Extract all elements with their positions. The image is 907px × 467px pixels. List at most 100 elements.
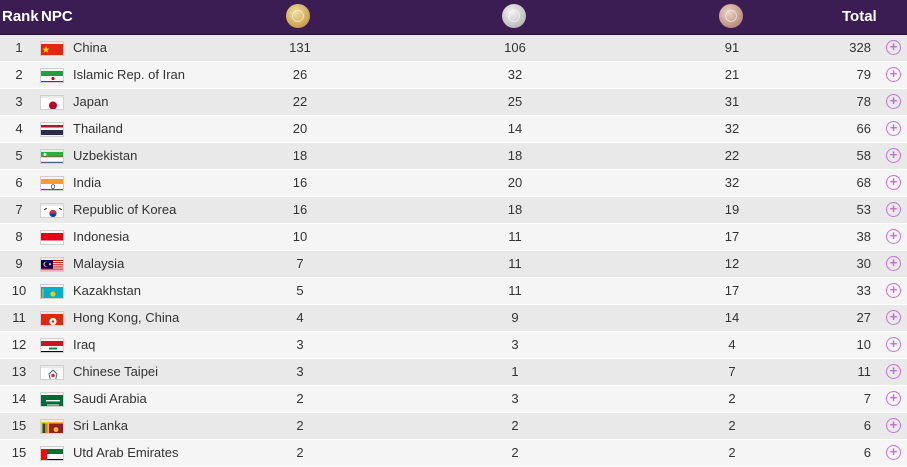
expand-row-icon[interactable]: + [886, 175, 901, 190]
silver-count: 9 [511, 310, 519, 325]
country-name: Kazakhstan [73, 283, 141, 298]
rank-cell: 2 [15, 67, 23, 82]
table-header: Rank NPC Total [0, 0, 907, 35]
total-count: 328 [849, 40, 871, 55]
bronze-count: 32 [724, 121, 740, 136]
table-row: 6 India 16 20 32 68 + [0, 170, 907, 197]
table-row: 13 Chinese Taipei 3 1 7 11 + [0, 359, 907, 386]
total-column-header: Total [842, 8, 877, 25]
expand-row-icon[interactable]: + [886, 364, 901, 379]
bronze-count: 7 [728, 364, 736, 379]
hong-kong-flag-icon [40, 311, 64, 326]
country-name: Iraq [73, 337, 96, 352]
rank-cell: 5 [15, 148, 23, 163]
gold-count: 16 [292, 202, 308, 217]
total-count: 6 [863, 445, 871, 460]
expand-row-icon[interactable]: + [886, 202, 901, 217]
total-count: 66 [856, 121, 871, 136]
table-row: 7 Republic of Korea 16 18 19 53 + [0, 197, 907, 224]
country-name: India [73, 175, 102, 190]
table-row: 1 China 131 106 91 328 + [0, 35, 907, 62]
expand-row-icon[interactable]: + [886, 94, 901, 109]
sri-lanka-flag-icon [40, 419, 64, 434]
expand-row-icon[interactable]: + [886, 283, 901, 298]
bronze-count: 4 [728, 337, 736, 352]
country-name: Islamic Rep. of Iran [73, 67, 185, 82]
thailand-flag-icon [40, 122, 64, 137]
expand-row-icon[interactable]: + [886, 418, 901, 433]
table-row: 8 Indonesia 10 11 17 38 + [0, 224, 907, 251]
total-count: 11 [857, 364, 872, 379]
silver-count: 11 [508, 229, 522, 244]
expand-row-icon[interactable]: + [886, 391, 901, 406]
country-name: Thailand [73, 121, 123, 136]
expand-row-icon[interactable]: + [886, 310, 901, 325]
rank-cell: 9 [15, 256, 23, 271]
country-name: Indonesia [73, 229, 130, 244]
gold-count: 2 [296, 391, 304, 406]
silver-count: 2 [511, 445, 519, 460]
rank-cell: 15 [11, 418, 27, 433]
country-name: Republic of Korea [73, 202, 177, 217]
table-row: 3 Japan 22 25 31 78 + [0, 89, 907, 116]
country-name: Saudi Arabia [73, 391, 147, 406]
silver-count: 2 [511, 418, 519, 433]
rank-cell: 8 [15, 229, 23, 244]
country-name: China [73, 40, 107, 55]
country-name: Utd Arab Emirates [73, 445, 179, 460]
total-count: 58 [856, 148, 871, 163]
expand-row-icon[interactable]: + [886, 148, 901, 163]
npc-column-header: NPC [41, 8, 73, 25]
bronze-count: 22 [724, 148, 740, 163]
gold-count: 3 [296, 337, 304, 352]
rank-cell: 14 [11, 391, 27, 406]
silver-count: 1 [511, 364, 519, 379]
gold-count: 4 [296, 310, 304, 325]
silver-medal-icon [502, 4, 526, 28]
table-row: 10 Kazakhstan 5 11 17 33 + [0, 278, 907, 305]
expand-row-icon[interactable]: + [886, 40, 901, 55]
expand-row-icon[interactable]: + [886, 229, 901, 244]
silver-count: 32 [507, 67, 523, 82]
table-row: 12 Iraq 3 3 4 10 + [0, 332, 907, 359]
iran-flag-icon [40, 68, 64, 83]
bronze-count: 12 [724, 256, 740, 271]
bronze-medal-icon [719, 4, 743, 28]
expand-row-icon[interactable]: + [886, 337, 901, 352]
japan-flag-icon [40, 95, 64, 110]
bronze-count: 2 [728, 418, 736, 433]
bronze-count: 17 [724, 283, 740, 298]
bronze-count: 19 [724, 202, 740, 217]
gold-count: 18 [292, 148, 308, 163]
country-name: Hong Kong, China [73, 310, 180, 325]
gold-count: 5 [296, 283, 304, 298]
indonesia-flag-icon [40, 230, 64, 245]
bronze-count: 21 [724, 67, 740, 82]
silver-count: 3 [511, 337, 519, 352]
expand-row-icon[interactable]: + [886, 121, 901, 136]
total-count: 10 [856, 337, 871, 352]
rank-cell: 11 [12, 310, 26, 325]
rank-cell: 15 [11, 445, 27, 460]
expand-row-icon[interactable]: + [886, 256, 901, 271]
silver-count: 25 [507, 94, 523, 109]
expand-row-icon[interactable]: + [886, 445, 901, 460]
rank-cell: 3 [15, 94, 23, 109]
gold-count: 2 [296, 418, 304, 433]
silver-count: 18 [507, 202, 523, 217]
gold-medal-icon [286, 4, 310, 28]
total-count: 33 [856, 283, 871, 298]
total-count: 38 [856, 229, 871, 244]
expand-row-icon[interactable]: + [886, 67, 901, 82]
silver-count: 3 [511, 391, 519, 406]
bronze-count: 31 [724, 94, 740, 109]
gold-count: 16 [292, 175, 308, 190]
saudi-arabia-flag-icon [40, 392, 64, 407]
country-name: Japan [73, 94, 109, 109]
rank-cell: 12 [11, 337, 27, 352]
table-row: 2 Islamic Rep. of Iran 26 32 21 79 + [0, 62, 907, 89]
gold-count: 22 [292, 94, 308, 109]
total-count: 27 [856, 310, 871, 325]
total-count: 30 [856, 256, 871, 271]
total-count: 68 [856, 175, 871, 190]
